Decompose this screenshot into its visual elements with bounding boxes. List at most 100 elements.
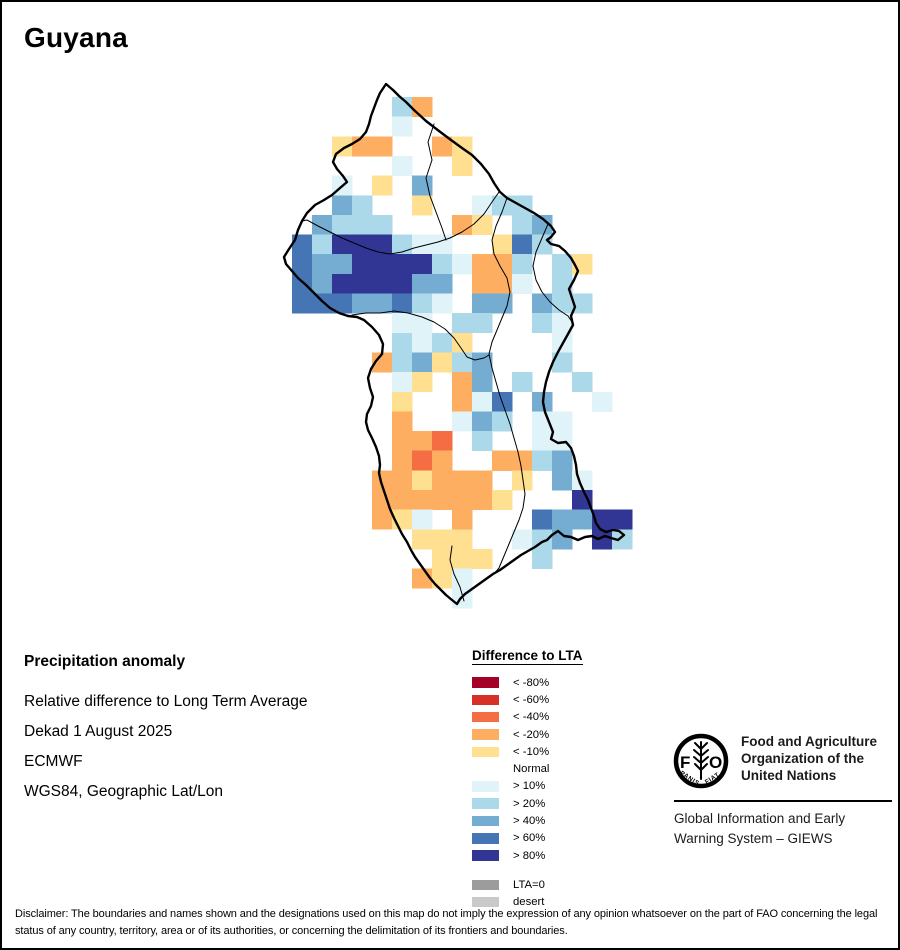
org-name-line: Food and Agriculture	[741, 734, 877, 749]
raster-cell	[412, 195, 433, 216]
info-line: Relative difference to Long Term Average	[24, 693, 308, 710]
raster-cell	[332, 293, 353, 314]
raster-cell	[472, 411, 493, 432]
raster-cell	[372, 214, 393, 235]
legend-title: Difference to LTA	[472, 648, 583, 665]
giews-name: Global Information and Early Warning Syst…	[674, 809, 845, 849]
legend-swatch	[472, 896, 499, 908]
raster-cell	[452, 548, 473, 569]
raster-cell	[452, 509, 473, 530]
legend-items: < -80% < -60% < -40% < -20% < -10% Normal > 10…	[472, 674, 652, 864]
raster-cell	[552, 411, 573, 432]
raster-cell	[512, 372, 533, 393]
fao-letter-o: O	[709, 753, 722, 772]
legend-label: < -10%	[513, 745, 550, 758]
legend-swatch	[472, 879, 499, 891]
raster-cell	[532, 293, 553, 314]
raster-cell	[492, 490, 513, 511]
raster-cell	[432, 431, 453, 452]
legend-label: > 10%	[513, 780, 546, 793]
legend-item: > 80%	[472, 847, 652, 864]
raster-cell	[452, 214, 473, 235]
raster-cell	[552, 352, 573, 373]
raster-cell	[392, 411, 413, 432]
raster-cell	[332, 254, 353, 275]
raster-cell	[472, 254, 493, 275]
raster-cell	[392, 155, 413, 176]
raster-cell	[612, 529, 633, 550]
info-block: Precipitation anomaly Relative differenc…	[24, 653, 444, 807]
raster-cell	[412, 372, 433, 393]
raster-cell	[492, 450, 513, 471]
raster-cell	[552, 293, 573, 314]
wheat-ear-icon	[693, 741, 709, 780]
raster-cell	[392, 391, 413, 412]
raster-cell	[412, 332, 433, 353]
raster-cell	[532, 313, 553, 334]
raster-cell	[472, 490, 493, 511]
raster-cell	[512, 529, 533, 550]
raster-cell	[412, 470, 433, 491]
raster-cell	[412, 293, 433, 314]
fao-logo-ring	[673, 733, 729, 789]
raster-cell	[392, 313, 413, 334]
raster-cell	[372, 254, 393, 275]
legend-label: LTA=0	[513, 878, 545, 891]
legend-item: > 40%	[472, 812, 652, 829]
admin-boundary-central	[351, 310, 490, 361]
raster-cell	[572, 490, 593, 511]
raster-cell	[292, 254, 313, 275]
raster-cell	[432, 470, 453, 491]
legend-swatch	[472, 763, 499, 775]
raster-cell	[472, 313, 493, 334]
legend-swatch	[472, 798, 499, 809]
raster-cell	[332, 273, 353, 294]
raster-cell	[292, 293, 313, 314]
country-outline	[282, 82, 626, 606]
legend: Difference to LTA < -80% < -60% < -40% < -2…	[472, 647, 652, 911]
raster-cell	[392, 293, 413, 314]
raster-cell	[372, 293, 393, 314]
legend-item: > 20%	[472, 795, 652, 812]
raster-cell	[452, 372, 473, 393]
raster-cell	[472, 195, 493, 216]
raster-cell	[572, 293, 593, 314]
raster-cell	[452, 568, 473, 589]
raster-cell	[612, 509, 633, 530]
raster-cell	[332, 234, 353, 255]
raster-cell	[372, 490, 393, 511]
info-lines: Relative difference to Long Term Average…	[24, 687, 444, 807]
raster-cell	[532, 450, 553, 471]
giews-line: Warning System – GIEWS	[674, 831, 833, 846]
info-line: Dekad 1 August 2025	[24, 723, 173, 740]
raster-cell	[392, 352, 413, 373]
raster-cell	[532, 548, 553, 569]
legend-label: Normal	[513, 763, 550, 776]
raster-cell	[392, 372, 413, 393]
raster-cell	[412, 352, 433, 373]
raster-cell	[532, 431, 553, 452]
raster-cell	[432, 136, 453, 157]
raster-cell	[552, 470, 573, 491]
raster-cell	[532, 509, 553, 530]
admin-boundary-northeast	[532, 223, 573, 323]
org-name: Food and Agriculture Organization of the U…	[741, 733, 877, 784]
raster-cell	[432, 234, 453, 255]
raster-cell	[412, 431, 433, 452]
raster-cell	[312, 273, 333, 294]
raster-cell	[352, 234, 373, 255]
raster-cell	[352, 214, 373, 235]
raster-cell	[512, 214, 533, 235]
raster-cell	[452, 352, 473, 373]
legend-label: > 80%	[513, 849, 546, 862]
raster-cell	[492, 293, 513, 314]
legend-label: > 60%	[513, 832, 546, 845]
admin-boundaries	[301, 123, 573, 602]
org-name-line: Organization of the	[741, 751, 864, 766]
legend-label: < -40%	[513, 711, 550, 724]
raster-cell	[412, 509, 433, 530]
legend-swatch	[472, 781, 499, 792]
legend-item: > 10%	[472, 778, 652, 795]
